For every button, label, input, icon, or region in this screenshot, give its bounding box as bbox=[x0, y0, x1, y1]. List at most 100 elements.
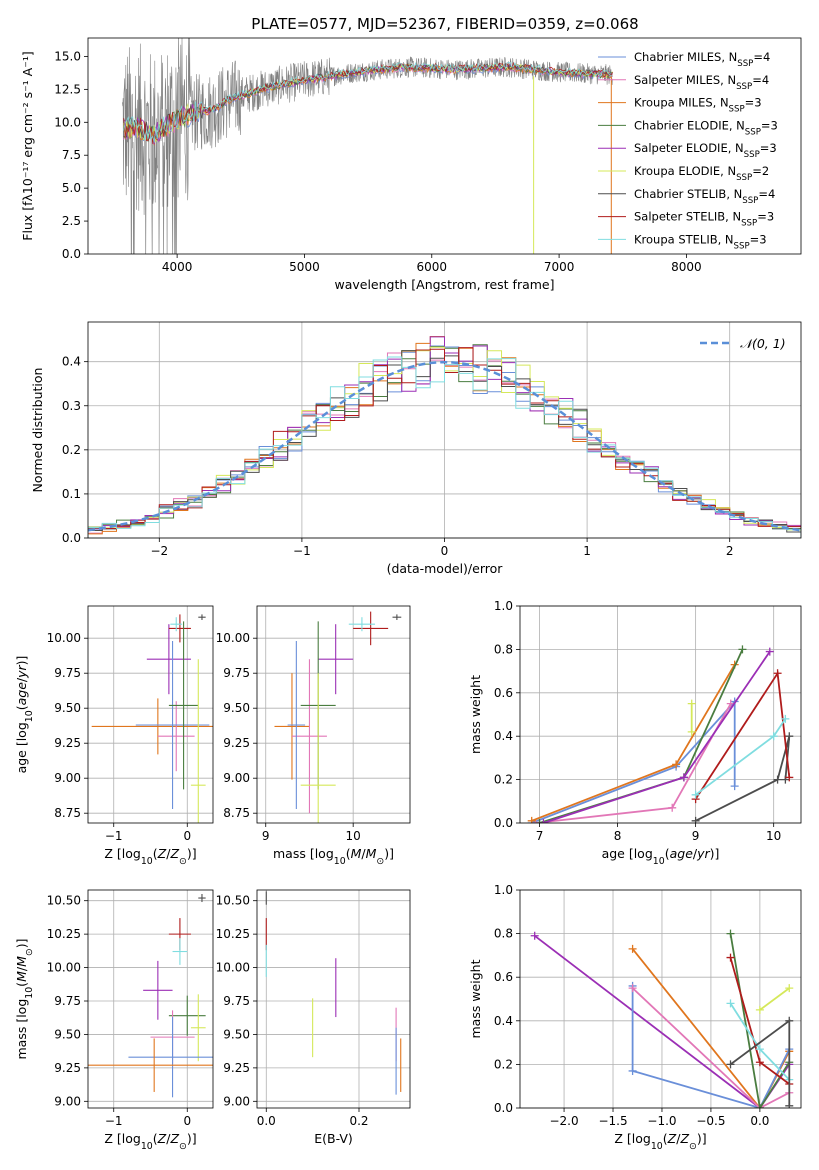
weight-marker bbox=[672, 760, 681, 769]
y-tick-label: 9.75 bbox=[223, 666, 250, 680]
axes-frame bbox=[519, 889, 802, 1109]
weight-marker bbox=[679, 773, 688, 782]
legend-entry: 𝒩(0, 1) bbox=[740, 336, 786, 351]
y-tick-label: 0.8 bbox=[494, 642, 513, 656]
weight-marker bbox=[726, 999, 735, 1008]
weight-marker bbox=[687, 727, 696, 736]
y-tick-label: 0.0 bbox=[62, 531, 81, 545]
y-axis-label: mass [log10(M/M⊙)] bbox=[14, 938, 35, 1059]
y-tick-label: 0.6 bbox=[494, 970, 513, 984]
weight-marker bbox=[687, 699, 696, 708]
y-tick-label: 9.00 bbox=[54, 771, 81, 785]
legend-entry: Kroupa ELODIE, NSSP=2 bbox=[634, 164, 769, 183]
x-axis-label: Z [log10(Z/Z⊙)] bbox=[104, 1131, 196, 1152]
y-tick-label: 0.6 bbox=[494, 686, 513, 700]
y-tick-label: 10.00 bbox=[47, 961, 81, 975]
weight-marker bbox=[730, 782, 739, 791]
weight-marker bbox=[755, 1005, 764, 1014]
errorbar-point bbox=[168, 621, 199, 790]
weight-line bbox=[531, 699, 736, 823]
legend-entry: Chabrier MILES, NSSP=4 bbox=[634, 50, 770, 69]
weight-marker bbox=[527, 816, 536, 823]
y-axis-label: age [log10(age/yr)] bbox=[14, 656, 35, 774]
x-tick-label: 0.2 bbox=[349, 1114, 368, 1128]
errorbar-point bbox=[274, 673, 310, 780]
weight-marker bbox=[755, 1058, 764, 1067]
y-tick-label: 0.4 bbox=[494, 1014, 513, 1028]
errorbar-point bbox=[291, 659, 327, 814]
x-tick-label: 8 bbox=[614, 829, 622, 843]
errorbar-point bbox=[128, 1017, 213, 1098]
weight-marker bbox=[628, 1066, 637, 1075]
x-axis-label: (data-model)/error bbox=[387, 561, 504, 576]
weight-line bbox=[759, 987, 790, 1011]
y-tick-label: 0.0 bbox=[494, 816, 513, 830]
weight-marker bbox=[773, 775, 782, 784]
x-axis-label: E(B-V) bbox=[314, 1131, 353, 1146]
weight-marker bbox=[785, 1101, 794, 1108]
x-tick-label: 0.0 bbox=[257, 1114, 276, 1128]
y-tick-label: 10.25 bbox=[216, 927, 250, 941]
plot-area bbox=[88, 336, 801, 538]
plot-area bbox=[91, 614, 213, 823]
legend-entry: Chabrier ELODIE, NSSP=3 bbox=[634, 118, 778, 137]
y-tick-label: 0.2 bbox=[494, 773, 513, 787]
weight-marker bbox=[785, 984, 794, 993]
weight-marker bbox=[726, 929, 735, 938]
weight-line bbox=[631, 987, 790, 1108]
y-tick-label: 15.0 bbox=[54, 49, 81, 63]
errorbar-point bbox=[91, 698, 213, 755]
y-tick-label: 8.75 bbox=[54, 806, 81, 820]
x-tick-label: 9 bbox=[262, 829, 270, 843]
legend-entry: Salpeter ELODIE, NSSP=3 bbox=[634, 141, 777, 160]
model-spectrum-line bbox=[123, 61, 613, 143]
plot-area bbox=[88, 894, 213, 1098]
weight-marker bbox=[755, 1104, 764, 1108]
weight-marker bbox=[539, 819, 548, 823]
x-tick-label: −0.5 bbox=[696, 1114, 725, 1128]
axes-frame bbox=[256, 605, 411, 824]
y-tick-label: 2.5 bbox=[62, 214, 81, 228]
errorbar-point bbox=[190, 994, 206, 1062]
weight-marker bbox=[628, 984, 637, 993]
axes-age_vs_Z: −1 0 8.75 9.00 9.25 9.50 9.75 10.00 Z [log10(Z/Z… bbox=[14, 605, 214, 867]
x-tick-label: 7 bbox=[536, 829, 544, 843]
y-tick-label: 9.25 bbox=[223, 1061, 250, 1075]
errorbar-point bbox=[172, 938, 188, 965]
errorbar-point bbox=[300, 673, 336, 823]
y-tick-label: 1.0 bbox=[494, 883, 513, 897]
errorbar-point bbox=[170, 617, 183, 632]
x-axis-label: Z [log10(Z/Z⊙)] bbox=[104, 846, 196, 867]
y-tick-label: 9.50 bbox=[54, 701, 81, 715]
x-axis-label: mass [log10(M/M⊙)] bbox=[273, 846, 394, 867]
y-tick-label: 9.50 bbox=[223, 701, 250, 715]
y-tick-label: 9.50 bbox=[54, 1027, 81, 1041]
errorbar-point bbox=[287, 641, 306, 809]
errorbar-point bbox=[198, 894, 206, 903]
weight-marker bbox=[785, 732, 794, 741]
errorbar-point bbox=[143, 960, 173, 1020]
errorbar-point bbox=[348, 617, 376, 632]
y-tick-label: 0.1 bbox=[62, 487, 81, 501]
residual-histogram bbox=[88, 356, 801, 538]
axes-frame bbox=[256, 889, 411, 1109]
y-tick-label: 9.25 bbox=[223, 736, 250, 750]
plot-area bbox=[530, 929, 794, 1108]
y-tick-label: 10.50 bbox=[216, 894, 250, 908]
weight-marker bbox=[726, 953, 735, 962]
x-tick-label: 7000 bbox=[544, 260, 575, 274]
x-tick-label: −2 bbox=[150, 544, 168, 558]
y-tick-label: 8.75 bbox=[223, 806, 250, 820]
axes-frame bbox=[87, 889, 214, 1109]
y-axis-label: mass weight bbox=[468, 675, 483, 754]
weight-marker bbox=[738, 645, 747, 654]
x-tick-label: −1 bbox=[105, 829, 123, 843]
y-axis-label: mass weight bbox=[468, 959, 483, 1038]
plot-area bbox=[527, 645, 794, 823]
weight-marker bbox=[691, 816, 700, 823]
errorbar-point bbox=[168, 614, 191, 643]
errorbar-point bbox=[88, 1038, 213, 1092]
x-tick-label: 6000 bbox=[416, 260, 447, 274]
y-tick-label: 9.75 bbox=[223, 994, 250, 1008]
